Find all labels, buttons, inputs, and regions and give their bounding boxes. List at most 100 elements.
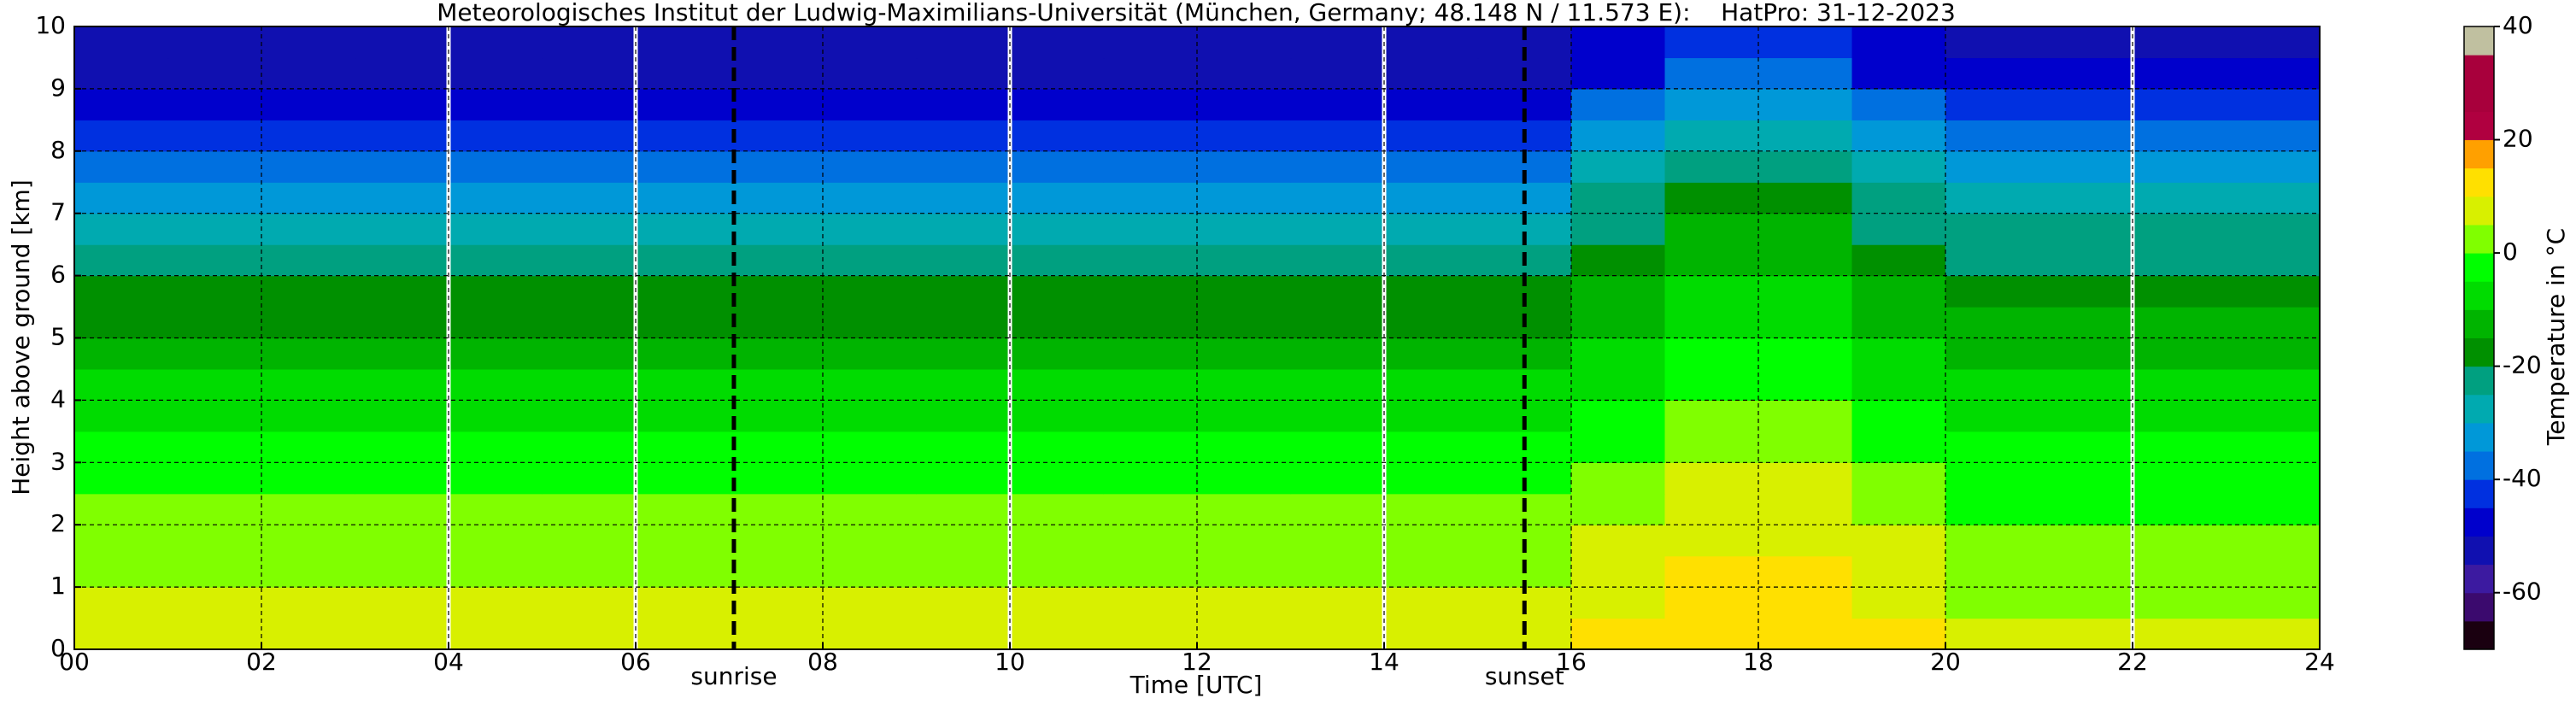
heatmap-cell bbox=[916, 88, 1011, 120]
heatmap-cell bbox=[74, 213, 169, 245]
heatmap-cell bbox=[1945, 400, 2040, 432]
heatmap-cell bbox=[729, 182, 824, 214]
heatmap-cell bbox=[74, 368, 169, 401]
heatmap-cell bbox=[2226, 244, 2321, 277]
heatmap-cell bbox=[1010, 431, 1105, 463]
heatmap-cell bbox=[729, 88, 824, 120]
heatmap-cell bbox=[1945, 368, 2040, 401]
heatmap-cell bbox=[2133, 244, 2227, 277]
heatmap-cell bbox=[355, 88, 449, 120]
colorbar-frame bbox=[2463, 26, 2495, 650]
heatmap-cell bbox=[1945, 587, 2040, 619]
heatmap-cell bbox=[74, 431, 169, 463]
heatmap-cell bbox=[355, 431, 449, 463]
heatmap-cell bbox=[1010, 307, 1105, 339]
heatmap-cell bbox=[2133, 525, 2227, 557]
heatmap-cell bbox=[2039, 275, 2133, 308]
heatmap-cell bbox=[1851, 57, 1946, 90]
heatmap-cell bbox=[167, 244, 262, 277]
heatmap-cell bbox=[1945, 307, 2040, 339]
heatmap-cell bbox=[449, 244, 543, 277]
heatmap-cell bbox=[261, 26, 356, 59]
heatmap-cell bbox=[916, 150, 1011, 183]
heatmap-cell bbox=[261, 88, 356, 120]
heatmap-cell bbox=[74, 26, 169, 59]
heatmap-cell bbox=[355, 587, 449, 619]
heatmap-cell bbox=[636, 244, 731, 277]
heatmap-cell bbox=[636, 525, 731, 557]
heatmap-cell bbox=[729, 275, 824, 308]
heatmap-cell bbox=[729, 493, 824, 525]
heatmap-cell bbox=[2039, 182, 2133, 214]
colorbar-bin bbox=[2464, 592, 2494, 622]
colorbar-bin bbox=[2464, 26, 2494, 56]
heatmap-cell bbox=[1384, 555, 1479, 588]
heatmap-cell bbox=[355, 26, 449, 59]
heatmap-cell bbox=[1851, 587, 1946, 619]
heatmap-cell bbox=[823, 26, 918, 59]
heatmap-cell bbox=[1103, 400, 1198, 432]
heatmap-cell bbox=[1384, 244, 1479, 277]
heatmap-cell bbox=[1290, 26, 1385, 59]
heatmap-cell bbox=[542, 525, 637, 557]
heatmap-cell bbox=[355, 213, 449, 245]
heatmap-cell bbox=[542, 26, 637, 59]
heatmap-cell bbox=[1758, 182, 1853, 214]
heatmap-cell bbox=[449, 88, 543, 120]
heatmap-cell bbox=[1103, 462, 1198, 495]
heatmap-cell bbox=[1758, 213, 1853, 245]
heatmap-cell bbox=[1384, 275, 1479, 308]
heatmap-cell bbox=[823, 493, 918, 525]
heatmap-cell bbox=[2039, 587, 2133, 619]
heatmap-cell bbox=[729, 150, 824, 183]
heatmap-cell bbox=[2039, 213, 2133, 245]
heatmap-cell bbox=[2226, 493, 2321, 525]
heatmap-cell bbox=[1571, 555, 1666, 588]
heatmap-cell bbox=[1290, 337, 1385, 370]
heatmap-cell bbox=[167, 307, 262, 339]
heatmap-cell bbox=[1103, 493, 1198, 525]
heatmap-cell bbox=[355, 57, 449, 90]
heatmap-cell bbox=[1010, 462, 1105, 495]
heatmap-cell bbox=[729, 462, 824, 495]
heatmap-cell bbox=[1758, 431, 1853, 463]
heatmap-cell bbox=[542, 275, 637, 308]
x-tick-label: 14 bbox=[1369, 648, 1399, 676]
heatmap-cell bbox=[1945, 88, 2040, 120]
heatmap-cell bbox=[1197, 150, 1292, 183]
heatmap-cell bbox=[1945, 525, 2040, 557]
heatmap-cell bbox=[1945, 462, 2040, 495]
colorbar-bin bbox=[2464, 111, 2494, 141]
heatmap-cell bbox=[1197, 57, 1292, 90]
heatmap-cell bbox=[449, 587, 543, 619]
heatmap-cell bbox=[1290, 150, 1385, 183]
colorbar-tick-label: -60 bbox=[2503, 578, 2542, 606]
heatmap-cell bbox=[2039, 337, 2133, 370]
heatmap-cell bbox=[74, 555, 169, 588]
heatmap-cell bbox=[916, 57, 1011, 90]
heatmap-cell bbox=[1290, 400, 1385, 432]
heatmap-cell bbox=[916, 368, 1011, 401]
heatmap-cell bbox=[1758, 368, 1853, 401]
y-tick-label: 2 bbox=[50, 509, 66, 537]
heatmap-cell bbox=[823, 182, 918, 214]
heatmap-cell bbox=[542, 400, 637, 432]
heatmap-cell bbox=[729, 555, 824, 588]
heatmap-cell bbox=[1384, 618, 1479, 650]
heatmap-cell bbox=[1384, 120, 1479, 152]
colorbar-bin bbox=[2464, 479, 2494, 508]
heatmap-cell bbox=[2039, 618, 2133, 650]
heatmap-cell bbox=[1758, 555, 1853, 588]
heatmap-cell bbox=[1851, 275, 1946, 308]
heatmap-cell bbox=[1758, 120, 1853, 152]
heatmap-cell bbox=[542, 587, 637, 619]
heatmap-cell bbox=[916, 213, 1011, 245]
heatmap-cell bbox=[1384, 337, 1479, 370]
heatmap-cell bbox=[2039, 431, 2133, 463]
heatmap-cell bbox=[1945, 120, 2040, 152]
colorbar-label: Temperature in °C bbox=[2542, 228, 2570, 446]
heatmap-cell bbox=[1384, 150, 1479, 183]
heatmap-cell bbox=[1945, 618, 2040, 650]
x-tick-label: 16 bbox=[1556, 648, 1587, 676]
heatmap-cell bbox=[729, 337, 824, 370]
